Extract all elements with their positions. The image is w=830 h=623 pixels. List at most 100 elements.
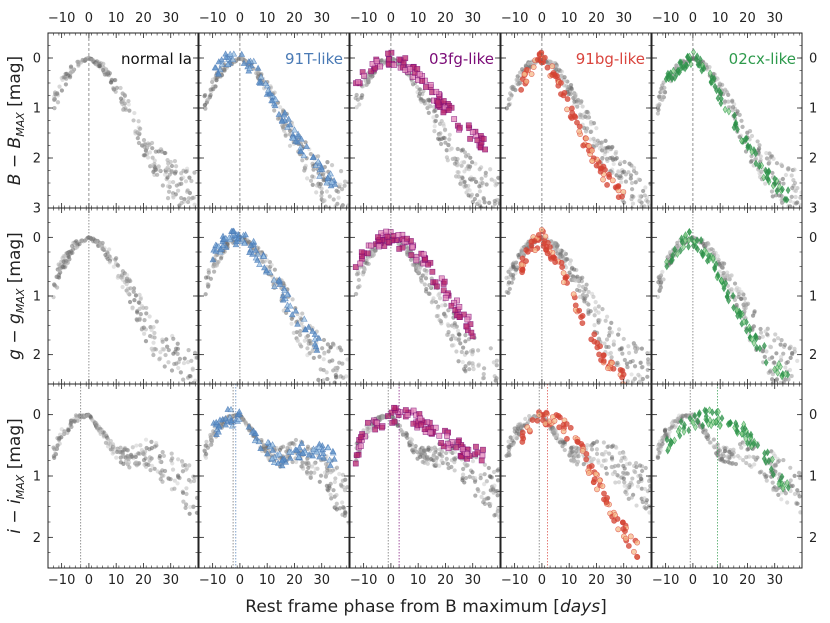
normal-point	[345, 391, 349, 395]
panel-g-91bg	[500, 207, 652, 385]
normal-point	[339, 408, 343, 412]
normal-point	[603, 138, 608, 144]
normal-point	[576, 283, 582, 288]
91T-point	[231, 231, 239, 239]
normal-point	[454, 174, 459, 179]
normal-point	[151, 169, 156, 174]
normal-point	[179, 391, 183, 395]
normal-point	[739, 289, 744, 295]
normal-point	[357, 102, 362, 107]
91bg-point	[620, 371, 627, 378]
normal-point	[520, 248, 525, 253]
91T-point	[270, 276, 278, 283]
normal-point	[575, 104, 580, 109]
91bg-point	[532, 247, 538, 254]
normal-point	[777, 193, 782, 198]
02cx-point	[710, 254, 716, 263]
normal-point	[175, 391, 179, 395]
91T-point	[288, 310, 296, 318]
normal-point	[324, 388, 328, 392]
panel-i-91T: −10 0 10 20 30	[198, 383, 350, 588]
normal-point	[514, 267, 519, 272]
91bg-point	[559, 264, 566, 270]
normal-point	[336, 395, 340, 399]
normal-point	[769, 189, 775, 194]
normal-point	[758, 172, 763, 177]
normal-point	[511, 85, 516, 90]
normal-point	[749, 158, 754, 164]
02cx-point	[679, 237, 685, 246]
normal-point	[788, 198, 793, 204]
normal-point	[433, 108, 438, 113]
normal-point	[133, 293, 139, 298]
normal-point	[133, 454, 138, 459]
normal-point	[311, 167, 316, 172]
normal-point	[616, 170, 621, 175]
normal-point	[97, 63, 102, 69]
91bg-point	[542, 233, 549, 240]
normal-point	[588, 309, 593, 314]
normal-point	[262, 259, 267, 264]
normal-point	[55, 100, 61, 105]
normal-point	[757, 143, 762, 148]
normal-point	[767, 369, 773, 374]
normal-point	[179, 195, 184, 201]
91T-point	[311, 330, 319, 337]
normal-point	[792, 346, 797, 351]
normal-point	[187, 511, 192, 516]
normal-point	[293, 437, 299, 443]
normal-point	[158, 459, 163, 464]
normal-point	[413, 265, 419, 270]
normal-point	[657, 287, 663, 292]
normal-point	[611, 342, 616, 347]
normal-point	[151, 325, 156, 330]
panel-frame	[349, 207, 501, 385]
normal-point	[657, 94, 662, 99]
normal-point	[194, 510, 198, 515]
normal-point	[469, 160, 475, 165]
normal-point	[366, 255, 372, 260]
normal-point	[337, 360, 342, 365]
normal-point	[629, 372, 634, 377]
91T-point	[224, 60, 232, 68]
03fg-point	[377, 63, 384, 70]
normal-point	[778, 380, 783, 384]
normal-point	[343, 374, 349, 379]
91bg-point	[578, 314, 584, 321]
normal-point	[506, 290, 511, 296]
normal-point	[445, 322, 450, 327]
normal-point	[190, 386, 194, 390]
normal-point	[456, 359, 461, 364]
normal-point	[675, 240, 680, 245]
normal-point	[325, 342, 330, 347]
normal-point	[324, 189, 330, 194]
normal-point	[193, 215, 197, 219]
normal-point	[772, 360, 777, 365]
normal-point	[208, 276, 214, 281]
normal-point	[471, 366, 476, 372]
normal-point	[640, 364, 645, 370]
normal-point	[83, 57, 88, 62]
class-label: 03fg-like	[429, 50, 494, 68]
normal-point	[441, 121, 446, 126]
normal-point	[180, 460, 185, 465]
02cx-point	[689, 235, 695, 243]
normal-point	[552, 241, 558, 246]
normal-point	[74, 245, 79, 250]
normal-point	[331, 342, 336, 347]
normal-point	[300, 311, 305, 316]
normal-point	[661, 277, 666, 282]
normal-point	[730, 98, 735, 103]
02cx-point	[698, 236, 704, 245]
normal-point	[484, 182, 489, 187]
91T-point	[220, 235, 228, 242]
91T-point	[323, 179, 331, 186]
normal-point	[716, 257, 721, 262]
normal-point	[743, 301, 748, 306]
normal-point	[628, 173, 634, 178]
normal-point	[456, 332, 462, 337]
normal-point	[193, 403, 197, 407]
normal-point	[76, 59, 81, 64]
normal-point	[118, 445, 123, 450]
panel-points	[655, 227, 800, 384]
